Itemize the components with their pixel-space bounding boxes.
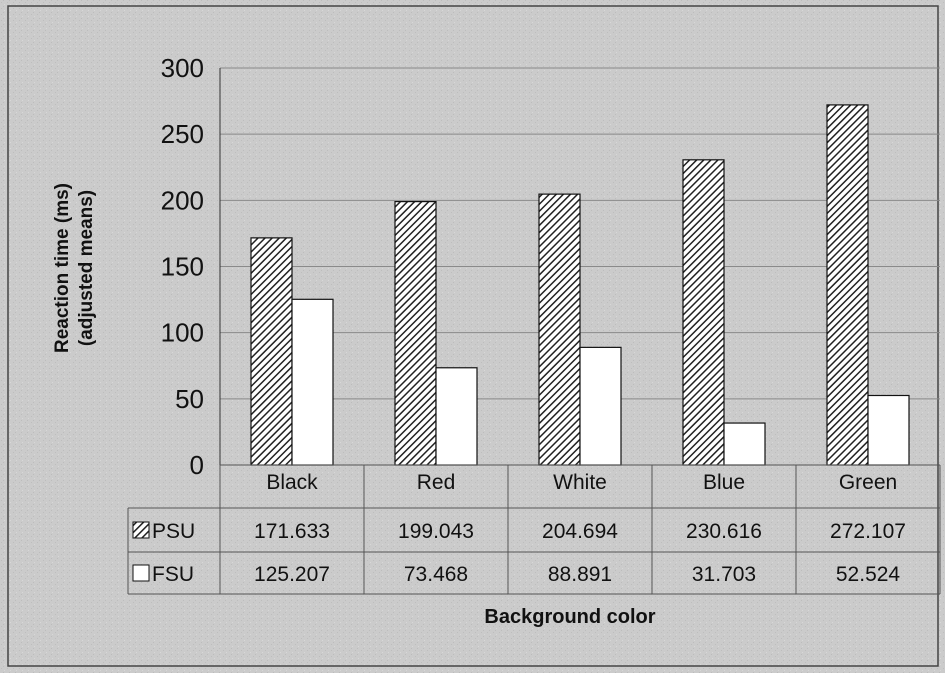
x-axis-label: Background color: [484, 606, 655, 628]
x-tick-label: Black: [266, 471, 318, 494]
bar-fsu-red: [435, 367, 478, 466]
y-tick-label: 200: [161, 185, 204, 215]
y-tick-label: 0: [190, 450, 204, 480]
bar-psu-white: [538, 193, 581, 466]
bar-psu-red: [394, 200, 437, 466]
legend-label-fsu: FSU: [152, 563, 194, 586]
data-table: Black Red White Blue Green PSU 171.633 199.043 2…: [127, 464, 941, 595]
legend-label-psu: PSU: [152, 520, 195, 543]
table-value-fsu: 52.524: [836, 563, 901, 586]
legend-swatch-fsu: [132, 564, 150, 582]
y-axis-label-line2: (adjusted means): [76, 190, 97, 346]
x-tick-label: White: [553, 471, 607, 494]
table-value-fsu: 31.703: [692, 563, 756, 586]
bar-psu-blue: [682, 159, 725, 466]
chart-frame: [7, 5, 939, 667]
table-value-psu: 171.633: [254, 520, 330, 543]
bars: [250, 104, 910, 466]
x-tick-label: Green: [839, 471, 897, 494]
bar-fsu-black: [291, 298, 334, 466]
bar-psu-black: [250, 237, 293, 466]
y-tick-label: 150: [161, 252, 204, 282]
table-value-psu: 204.694: [542, 520, 618, 543]
x-tick-label: Red: [417, 471, 456, 494]
table-value-fsu: 73.468: [404, 563, 468, 586]
table-value-fsu: 88.891: [548, 563, 612, 586]
bar-fsu-blue: [723, 422, 766, 466]
table-value-psu: 272.107: [830, 520, 906, 543]
table-value-psu: 199.043: [398, 520, 474, 543]
bar-fsu-green: [867, 394, 910, 466]
y-axis-label-line1: Reaction time (ms): [52, 183, 73, 353]
bar-psu-green: [826, 104, 869, 466]
y-axis-ticks: 0 50 100 150 200 250 300: [161, 53, 204, 480]
y-tick-label: 300: [161, 53, 204, 83]
table-value-fsu: 125.207: [254, 563, 330, 586]
x-tick-label: Blue: [703, 471, 745, 494]
y-tick-label: 50: [175, 384, 204, 414]
table-value-psu: 230.616: [686, 520, 762, 543]
bar-fsu-white: [579, 346, 622, 466]
y-tick-label: 100: [161, 318, 204, 348]
legend-swatch-psu: [132, 521, 150, 539]
y-tick-label: 250: [161, 119, 204, 149]
